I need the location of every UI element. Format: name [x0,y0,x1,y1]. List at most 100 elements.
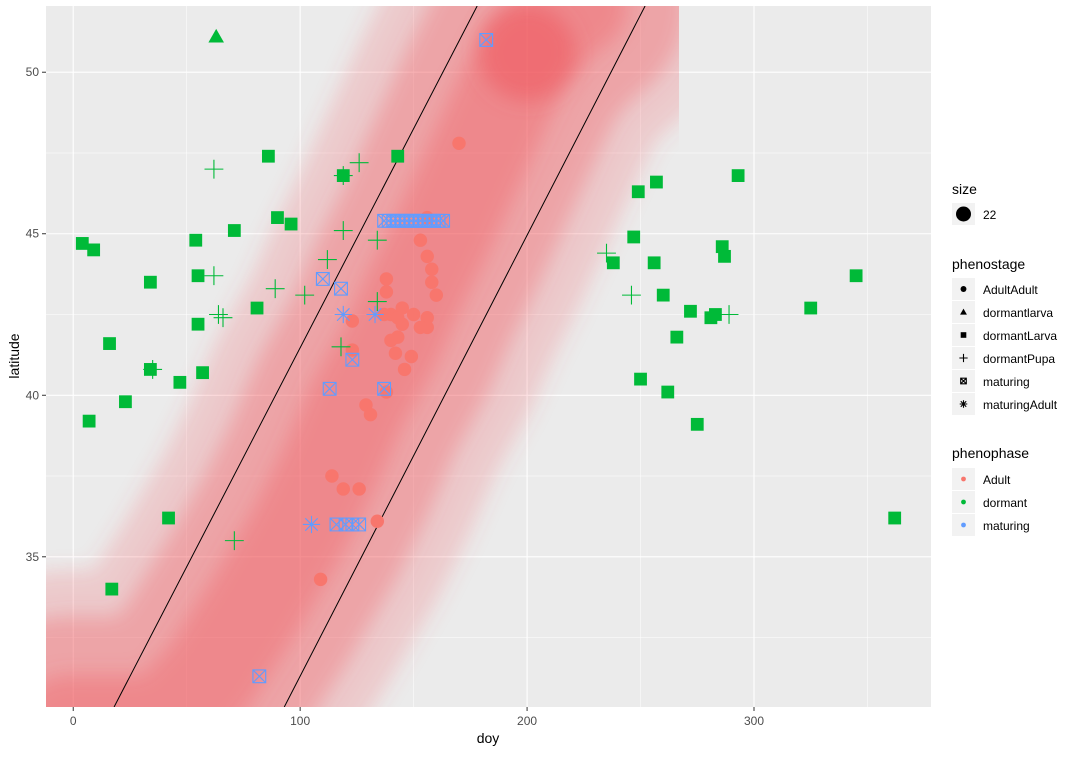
data-point-dormantLarva [690,417,704,431]
data-point-dormantLarva [87,243,101,257]
data-point-maturing [377,381,392,396]
data-point-dormantPupa [317,250,337,270]
y-axis-title: latitude [6,333,22,378]
data-point-dormantLarva [627,230,641,244]
y-tick-label: 45 [26,227,40,241]
data-point-dormantPupa [333,166,353,186]
data-point-dormantLarva [631,185,645,199]
data-point-dormantPupa [349,153,369,173]
boundary-line [113,6,478,707]
data-point-dormantPupa [204,159,224,179]
data-point-AdultAdult [406,307,421,322]
data-point-dormantPupa [367,230,387,250]
data-point-maturing [334,281,348,296]
data-point-AdultAdult [452,136,466,151]
legend-phenophase-item: dormant [983,496,1028,510]
data-point-AdultAdult [404,349,419,364]
legend-size-key [956,206,971,222]
y-tick-label: 40 [26,388,40,402]
legend-phenostage-key [959,400,968,408]
data-point-AdultAdult [379,385,394,399]
data-point-AdultAdult [391,311,405,325]
data-point-dormantLarva [250,301,264,315]
data-point-dormantLarva [284,217,298,231]
legend-phenophase-key [961,476,966,482]
data-point-dormantlarva [208,28,224,43]
data-point-dormantLarva [173,375,187,389]
data-point-dormantLarva [271,211,284,224]
x-tick-label: 0 [70,714,77,728]
y-tick-label: 35 [26,550,40,564]
data-point-dormantLarva [731,169,745,182]
legend-phenostage-title: phenostage [952,256,1025,272]
data-point-dormantLarva [670,330,684,344]
data-point-dormantPupa [213,308,233,328]
data-point-dormantLarva [119,395,132,409]
legend-phenostage-item: AdultAdult [983,283,1038,297]
data-point-dormantLarva [162,511,175,525]
data-point-AdultAdult [336,482,350,496]
boundary-lines [113,6,646,707]
legend-phenophase-key [961,499,966,505]
data-point-dormantLarva [634,372,647,386]
data-point-dormantLarva [718,249,731,263]
data-point-maturing [436,213,451,228]
data-point-maturing [315,272,330,286]
data-point-dormantLarva [75,237,89,250]
axes: 0 100 200 300 35 40 45 50 [26,65,765,728]
data-point-AdultAdult [425,262,439,277]
data-point-dormantLarva [715,240,729,254]
data-point-dormantLarva [650,175,663,189]
x-tick-label: 100 [290,714,310,728]
data-point-dormantLarva [709,308,722,321]
data-point-maturing [252,669,267,684]
data-point-AdultAdult [420,311,434,325]
x-axis-title: doy [477,730,500,746]
data-point-AdultAdult [370,514,385,528]
boundary-line [283,6,646,707]
legend-phenostage-item: dormantLarva [983,329,1057,343]
legend-phenophase-key [961,522,966,528]
legend-size-label: 22 [983,208,997,222]
data-point-dormantLarva [82,414,96,428]
data-point-dormantLarva [606,256,620,270]
legend-phenostage-key [960,308,967,315]
data-point-AdultAdult [429,288,444,302]
data-point-AdultAdult [425,275,439,289]
data-point-dormantLarva [105,582,119,596]
data-point-AdultAdult [352,482,366,496]
data-point-AdultAdult [379,285,394,299]
y-tick-label: 50 [26,65,40,79]
legend-phenophase-item: Adult [983,473,1011,487]
legend-phenostage-item: maturingAdult [983,398,1058,412]
ribbon-hotspot [479,6,576,101]
data-point-dormantPupa [333,221,353,240]
data-point-dormantLarva [189,233,203,247]
data-point-dormantLarva [888,511,902,525]
data-point-AdultAdult [413,320,428,335]
data-point-dormantLarva [227,224,241,237]
data-point-AdultAdult [377,307,391,322]
data-point-AdultAdult [388,346,403,360]
data-point-dormantPupa [209,305,228,324]
legend-phenostage-key [959,353,968,363]
data-point-AdultAdult [413,233,428,247]
data-point-dormantPupa [143,359,163,379]
x-tick-label: 300 [744,714,764,728]
data-point-dormantLarva [849,269,863,283]
data-point-AdultAdult [379,272,394,286]
data-point-dormantLarva [647,256,661,270]
data-point-dormantPupa [597,243,616,263]
data-point-dormantLarva [391,149,405,163]
data-point-dormantLarva [143,275,157,289]
data-point-maturing [479,32,494,47]
data-point-AdultAdult [384,333,398,348]
legend-phenophase-item: maturing [983,519,1030,533]
data-point-dormantPupa [295,285,315,305]
data-point-dormantLarva [656,288,670,302]
legend: size 22 phenostage AdultAdult dormantlar… [952,181,1058,536]
data-point-dormantLarva [661,385,675,399]
legend-phenostage-item: dormantlarva [983,306,1053,320]
